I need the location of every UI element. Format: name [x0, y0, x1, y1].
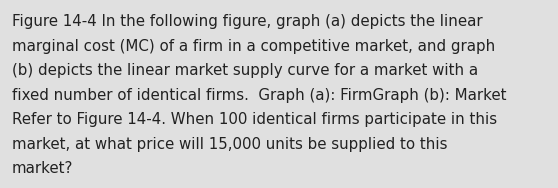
Text: market, at what price will 15,000 units be supplied to this: market, at what price will 15,000 units … — [12, 136, 448, 152]
Text: (b) depicts the linear market supply curve for a market with a: (b) depicts the linear market supply cur… — [12, 63, 478, 78]
Text: marginal cost (MC) of a firm in a competitive market, and graph: marginal cost (MC) of a firm in a compet… — [12, 39, 496, 54]
Text: market?: market? — [12, 161, 73, 176]
Text: Figure 14-4 In the following figure, graph (a) depicts the linear: Figure 14-4 In the following figure, gra… — [12, 14, 483, 29]
Text: fixed number of identical firms.  Graph (a): FirmGraph (b): Market: fixed number of identical firms. Graph (… — [12, 87, 507, 102]
Text: Refer to Figure 14-4. When 100 identical firms participate in this: Refer to Figure 14-4. When 100 identical… — [12, 112, 497, 127]
